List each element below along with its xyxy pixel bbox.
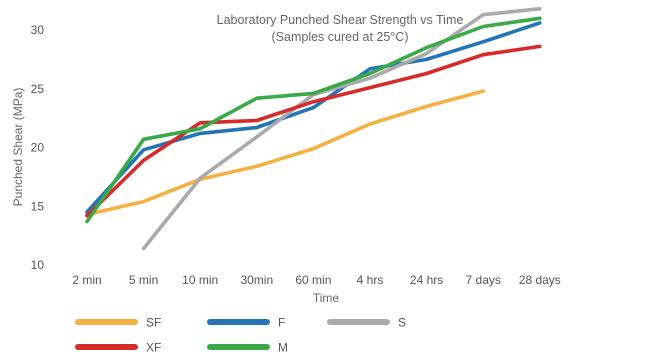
x-tick-label: 2 min — [72, 273, 101, 287]
y-tick-label: 20 — [31, 141, 45, 155]
legend-label-f: F — [278, 316, 285, 330]
x-tick-label: 28 days — [519, 273, 561, 287]
y-tick-label: 30 — [31, 23, 45, 37]
series-line-sf — [85, 89, 486, 217]
y-tick-label: 10 — [31, 258, 45, 272]
series-line-s — [141, 7, 542, 251]
legend-label-sf: SF — [146, 316, 161, 330]
x-tick-label: 7 days — [466, 273, 501, 287]
x-tick-label: 24 hrs — [410, 273, 443, 287]
series-line-xf — [85, 44, 542, 218]
legend-label-s: S — [398, 316, 406, 330]
chart-title: Laboratory Punched Shear Strength vs Tim… — [217, 13, 464, 27]
y-axis-label: Punched Shear (MPa) — [11, 88, 25, 207]
y-tick-label: 25 — [31, 82, 45, 96]
series-line-m — [85, 16, 542, 224]
y-tick-group: 10 15 20 25 30 — [31, 23, 45, 272]
x-tick-label: 60 min — [295, 273, 331, 287]
legend-label-m: M — [278, 341, 288, 354]
x-tick-label: 5 min — [129, 273, 158, 287]
x-tick-label: 30min — [240, 273, 273, 287]
series-line-f — [85, 21, 542, 214]
legend-label-xf: XF — [146, 341, 161, 354]
legend: SF F S XF M — [75, 316, 406, 354]
x-axis-label: Time — [313, 291, 340, 305]
series-lines — [85, 7, 542, 251]
y-tick-label: 15 — [31, 199, 45, 213]
x-tick-label: 10 min — [182, 273, 218, 287]
x-tick-group: 2 min 5 min 10 min 30min 60 min 4 hrs 24 hrs 7 … — [72, 273, 560, 287]
chart-subtitle: (Samples cured at 25°C) — [272, 30, 409, 44]
x-tick-label: 4 hrs — [357, 273, 384, 287]
